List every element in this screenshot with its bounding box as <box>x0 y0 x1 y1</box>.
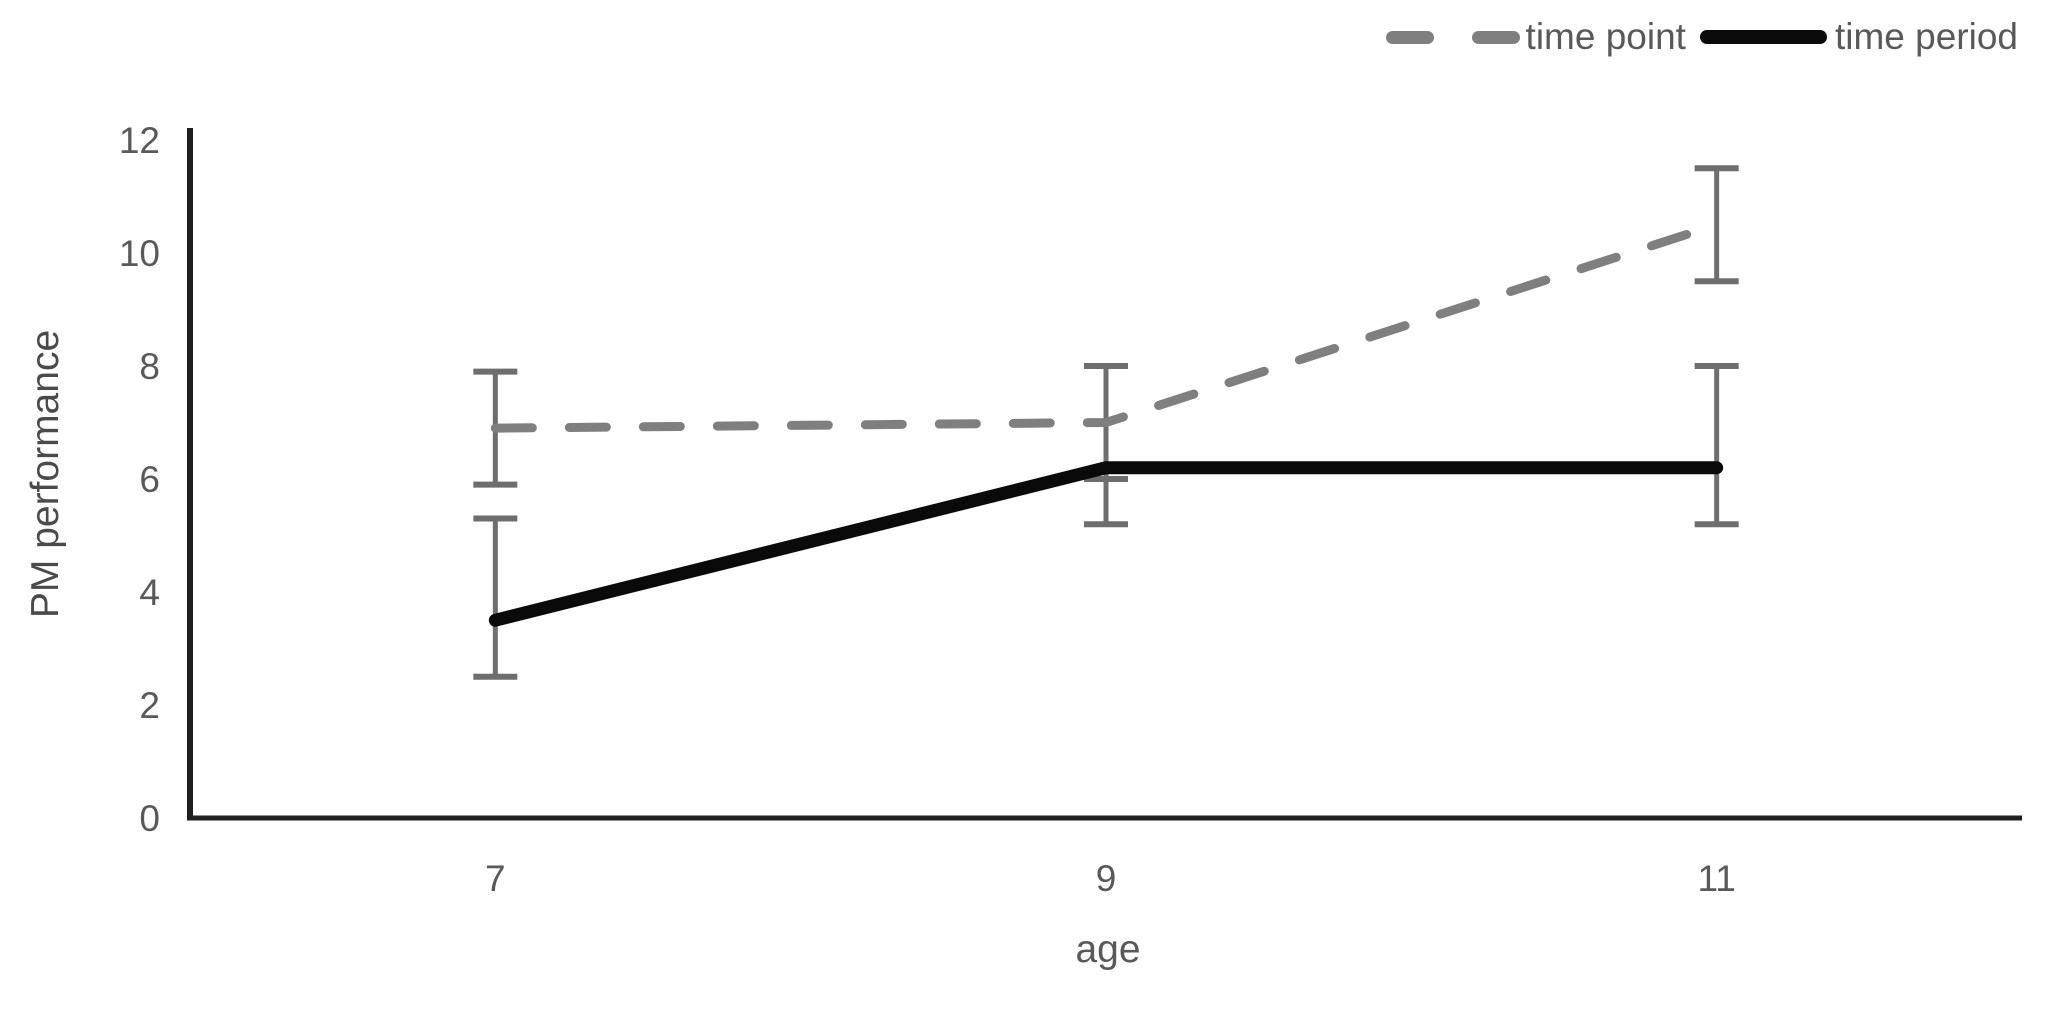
y-tick-label: 2 <box>139 685 160 726</box>
y-tick-label: 12 <box>119 120 160 161</box>
y-axis-title: PM performance <box>24 329 67 619</box>
legend-label-time-point: time point <box>1525 16 1686 57</box>
x-tick-label: 7 <box>485 858 506 899</box>
series-line-time-point <box>490 220 1722 433</box>
y-tick-label: 6 <box>139 459 160 500</box>
solid-line-swatch <box>1699 30 1827 44</box>
y-tick-label: 4 <box>139 572 160 613</box>
legend-item-time-period: time period <box>1699 16 2018 58</box>
legend-label-time-period: time period <box>1834 16 2018 57</box>
x-tick-label: 11 <box>1697 858 1735 899</box>
legend-item-time-point: time point <box>1385 16 1686 58</box>
series-line-time-period <box>488 461 1724 627</box>
y-tick-label: 8 <box>139 346 160 387</box>
y-tick-label: 0 <box>139 798 160 839</box>
y-tick-label: 10 <box>119 233 160 274</box>
legend: time point time period <box>1385 16 2018 58</box>
x-axis-title: age <box>1075 928 1141 971</box>
x-tick-label: 9 <box>1096 858 1117 899</box>
dashed-line-swatch <box>1385 30 1520 44</box>
